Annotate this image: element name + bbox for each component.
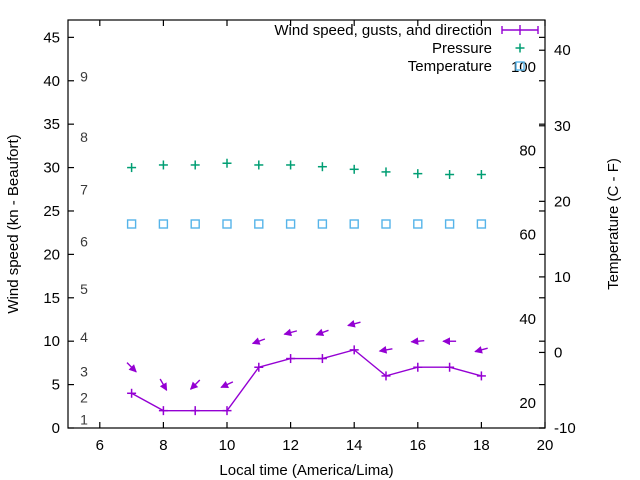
data-point-marker: [254, 219, 264, 229]
y-tick-label: 45: [43, 29, 60, 46]
y-axis-title: Wind speed (kn - Beaufort): [5, 134, 22, 313]
y-tick-label: 15: [43, 290, 60, 307]
fahrenheit-label: 40: [519, 311, 536, 328]
y2-tick-label: 40: [554, 42, 571, 59]
data-point-marker: [317, 219, 328, 229]
data-point-marker: [476, 219, 487, 229]
plot-border: [67, 19, 546, 429]
data-point-marker: [158, 219, 169, 229]
wind-direction-arrow: [315, 328, 325, 337]
y2-tick-label: -10: [554, 420, 576, 437]
x-tick-label: 14: [346, 437, 363, 454]
y2-axis-title: Temperature (C - F): [605, 158, 622, 290]
wind-direction-arrow: [159, 382, 168, 392]
beaufort-label: 9: [80, 68, 88, 84]
beaufort-label: 5: [80, 281, 88, 297]
beaufort-label: 2: [80, 390, 88, 406]
legend-label: Pressure: [432, 40, 492, 57]
series-wind-speed: [127, 345, 486, 416]
y-tick-label: 30: [43, 160, 60, 177]
y-tick-label: 20: [43, 246, 60, 263]
beaufort-label: 3: [80, 364, 88, 380]
beaufort-label: 1: [80, 411, 88, 427]
beaufort-label: 7: [80, 181, 88, 197]
x-tick-label: 8: [159, 437, 167, 454]
beaufort-scale: 1 2 3 4 5 6 7 8 9: [80, 68, 88, 427]
y-axis-right: -10 0 10 20 30 40: [539, 42, 576, 437]
legend: Wind speed, gusts, and directionPressure…: [274, 22, 539, 75]
beaufort-label: 4: [80, 329, 88, 345]
y-tick-label: 10: [43, 333, 60, 350]
x-tick-label: 12: [282, 437, 299, 454]
y-tick-label: 5: [52, 377, 60, 394]
wind-direction-arrow: [189, 381, 199, 390]
y2-tick-label: 10: [554, 269, 571, 286]
y-tick-label: 0: [52, 420, 60, 437]
data-point-marker: [413, 219, 423, 229]
y-tick-label: 40: [43, 73, 60, 90]
legend-label: Wind speed, gusts, and direction: [274, 22, 492, 39]
data-point-marker: [444, 219, 455, 229]
series-pressure: [127, 158, 486, 180]
data-point-marker: [381, 219, 391, 229]
wind-direction-arrows: [126, 320, 488, 392]
x-axis-title: Local time (America/Lima): [219, 462, 393, 479]
data-point-marker: [222, 219, 232, 229]
wind-direction-arrow: [347, 320, 356, 328]
wind-direction-arrow: [378, 346, 388, 354]
x-axis: 6 8 10 12 14 16 18 20: [96, 20, 554, 454]
wind-direction-arrow: [283, 328, 292, 337]
wind-direction-arrow: [251, 337, 261, 345]
wind-direction-arrow: [474, 346, 483, 354]
wind-direction-arrow: [128, 364, 137, 373]
data-point-marker: [515, 61, 525, 71]
fahrenheit-label: 80: [519, 143, 536, 160]
x-tick-label: 20: [537, 437, 554, 454]
data-point-marker: [285, 219, 296, 229]
beaufort-label: 6: [80, 233, 88, 249]
data-point-marker: [126, 219, 137, 229]
legend-label: Temperature: [408, 58, 492, 75]
data-point-marker: [190, 219, 200, 229]
x-tick-label: 6: [96, 437, 104, 454]
wind-speed-line: [131, 349, 482, 412]
wind-direction-arrow: [442, 337, 451, 346]
data-point-marker: [349, 219, 359, 229]
y2-tick-label: 20: [554, 193, 571, 210]
series-temperature: [126, 219, 487, 229]
wind-direction-arrow: [410, 337, 419, 346]
wind-direction-arrow: [220, 380, 229, 388]
y-tick-label: 35: [43, 116, 60, 133]
y-tick-label: 25: [43, 203, 60, 220]
beaufort-label: 8: [80, 129, 88, 145]
fahrenheit-label: 20: [519, 395, 536, 412]
fahrenheit-label: 60: [519, 227, 536, 244]
x-tick-label: 18: [473, 437, 490, 454]
y2-tick-label: 30: [554, 118, 571, 135]
y2-tick-label: 0: [554, 344, 562, 361]
x-tick-label: 16: [409, 437, 426, 454]
x-tick-label: 10: [219, 437, 236, 454]
